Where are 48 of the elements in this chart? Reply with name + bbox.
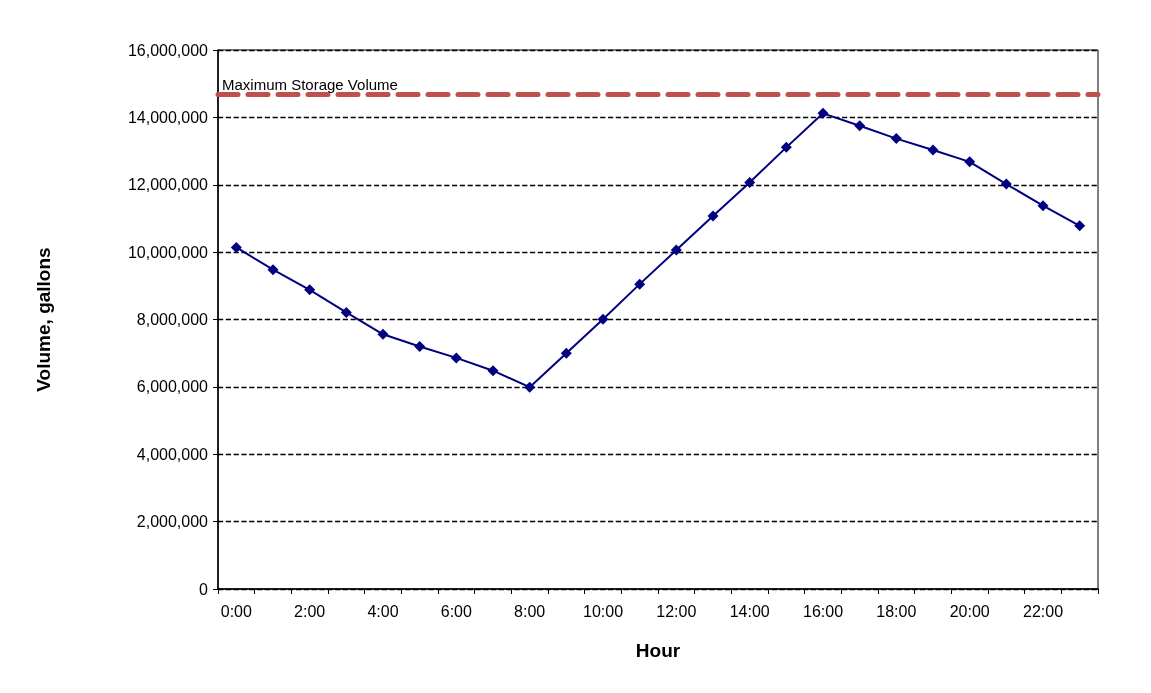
y-tick-label: 8,000,000 xyxy=(136,311,209,328)
x-tick-label: 8:00 xyxy=(514,602,546,620)
x-tick-label: 14:00 xyxy=(729,602,770,620)
point xyxy=(1037,200,1049,212)
y-tick-label: 2,000,000 xyxy=(136,513,209,531)
y-tick-label: 0 xyxy=(199,580,209,598)
x-tick-label: 22:00 xyxy=(1022,602,1064,620)
point xyxy=(414,340,426,352)
x-axis-title: Hour xyxy=(635,640,681,661)
x-tick-label: 18:00 xyxy=(876,602,917,620)
point xyxy=(964,156,976,168)
point xyxy=(560,347,572,359)
point xyxy=(890,133,902,145)
y-tick-label: 4,000,000 xyxy=(136,445,209,463)
point xyxy=(1000,178,1012,190)
point xyxy=(340,306,352,318)
x-tick-label: 6:00 xyxy=(440,602,473,620)
point xyxy=(377,328,389,340)
point xyxy=(927,144,939,156)
point xyxy=(817,107,829,119)
y-tick-label: 16,000,000 xyxy=(127,41,209,59)
point xyxy=(597,313,609,325)
y-axis-title: Volume, gallons xyxy=(33,247,54,392)
y-tick-label: 12,000,000 xyxy=(127,176,209,194)
ref-line-label: Maximum Storage Volume xyxy=(222,75,398,93)
point xyxy=(707,210,719,222)
x-tick-label: 10:00 xyxy=(582,602,624,620)
point xyxy=(670,244,682,256)
point xyxy=(230,241,242,253)
point xyxy=(1074,220,1086,232)
point xyxy=(854,120,866,132)
point xyxy=(744,176,756,188)
x-tick-label: 12:00 xyxy=(656,602,697,620)
point xyxy=(267,264,279,276)
point xyxy=(524,381,536,393)
point xyxy=(780,141,792,153)
y-tick-label: 14,000,000 xyxy=(127,108,209,126)
y-tick-label: 10,000,000 xyxy=(127,243,209,261)
point xyxy=(487,365,499,377)
y-tick-label: 6,000,000 xyxy=(136,378,209,396)
x-tick-label: 16:00 xyxy=(802,602,844,620)
x-tick-label: 4:00 xyxy=(367,602,399,620)
point xyxy=(304,284,316,296)
point xyxy=(634,278,646,290)
point xyxy=(450,352,462,364)
x-tick-label: 20:00 xyxy=(949,602,990,620)
x-tick-label: 2:00 xyxy=(294,602,326,620)
x-tick-label: 0:00 xyxy=(220,602,253,620)
